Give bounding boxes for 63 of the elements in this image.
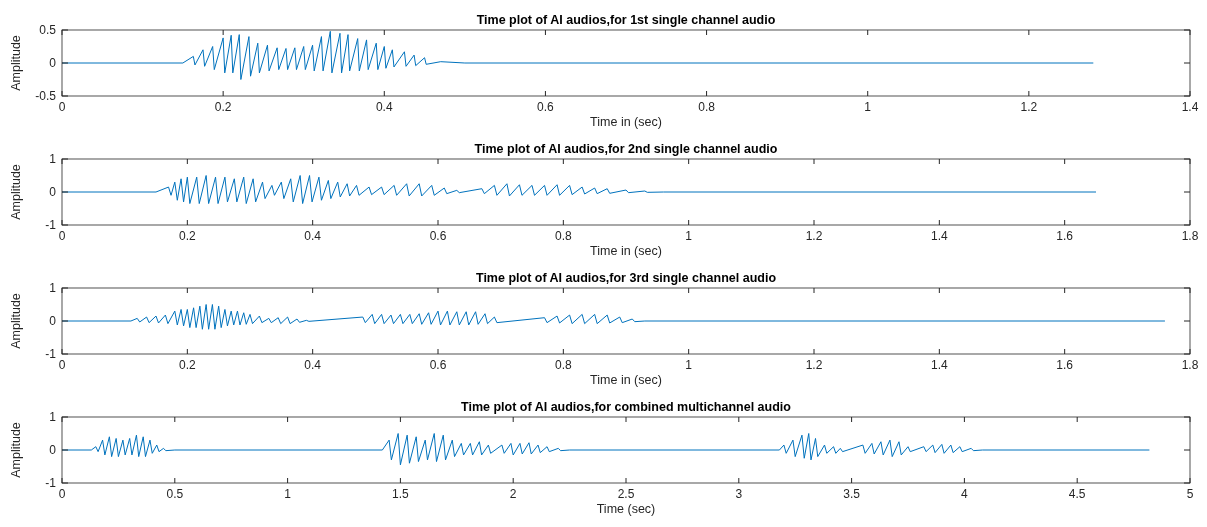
y-tick-label: 0	[49, 56, 57, 70]
y-tick-label: 0	[49, 314, 57, 328]
x-tick-label: 1.8	[1181, 358, 1199, 372]
x-tick-label: 1.4	[930, 358, 948, 372]
x-axis-title: Time in (sec)	[590, 244, 662, 258]
x-tick-label: 0	[58, 100, 66, 114]
x-tick-label: 2.5	[617, 487, 635, 501]
x-tick-label: 1.2	[1020, 100, 1038, 114]
x-tick-label: 1	[685, 358, 693, 372]
y-tick-label: 1	[49, 152, 57, 166]
x-tick-label: 1.8	[1181, 229, 1199, 243]
x-tick-label: 4	[961, 487, 969, 501]
y-axis-title: Amplitude	[9, 164, 23, 220]
x-tick-label: 1	[864, 100, 872, 114]
x-tick-label: 0.8	[698, 100, 716, 114]
x-tick-label: 1	[685, 229, 693, 243]
x-tick-label: 1.6	[1056, 229, 1074, 243]
x-tick-label: 4.5	[1068, 487, 1086, 501]
x-tick-label: 0.4	[304, 358, 322, 372]
x-tick-label: 1.2	[805, 358, 823, 372]
y-tick-label: -1	[45, 476, 57, 490]
y-axis-title: Amplitude	[9, 422, 23, 478]
x-tick-label: 1.4	[930, 229, 948, 243]
x-tick-label: 0.6	[429, 358, 447, 372]
y-tick-label: -0.5	[35, 89, 57, 103]
x-tick-label: 0.4	[304, 229, 322, 243]
x-tick-label: 0.2	[178, 358, 196, 372]
y-axis-title: Amplitude	[9, 293, 23, 349]
x-tick-label: 0	[58, 487, 66, 501]
x-axis-title: Time in (sec)	[590, 115, 662, 129]
y-tick-label: 0.5	[39, 23, 57, 37]
x-tick-label: 0.5	[166, 487, 184, 501]
x-tick-label: 1	[284, 487, 292, 501]
chart-title: Time plot of AI audios,for 3rd single channel audio	[475, 271, 777, 285]
y-tick-label: 0	[49, 185, 57, 199]
x-tick-label: 0	[58, 229, 66, 243]
x-tick-label: 1.5	[392, 487, 410, 501]
x-tick-label: 0.6	[537, 100, 555, 114]
x-tick-label: 0.2	[214, 100, 232, 114]
x-tick-label: 1.2	[805, 229, 823, 243]
y-tick-label: 1	[49, 281, 57, 295]
x-tick-label: 0.2	[178, 229, 196, 243]
y-axis-title: Amplitude	[9, 35, 23, 91]
x-axis-title: Time in (sec)	[590, 373, 662, 387]
x-tick-label: 0.8	[554, 358, 572, 372]
x-tick-label: 1.6	[1056, 358, 1074, 372]
x-tick-label: 3	[735, 487, 743, 501]
x-tick-label: 0.6	[429, 229, 447, 243]
y-tick-label: 1	[49, 410, 57, 424]
x-tick-label: 0.4	[375, 100, 393, 114]
x-axis-title: Time (sec)	[596, 502, 656, 516]
chart-title: Time plot of AI audios,for combined multichannel audio	[461, 400, 792, 414]
chart-title: Time plot of AI audios,for 2nd single channel audio	[474, 142, 778, 156]
chart-title: Time plot of AI audios,for 1st single channel audio	[476, 13, 776, 27]
y-tick-label: -1	[45, 347, 57, 361]
x-tick-label: 5	[1186, 487, 1194, 501]
x-tick-label: 0.8	[554, 229, 572, 243]
x-tick-label: 2	[509, 487, 517, 501]
y-tick-label: -1	[45, 218, 57, 232]
x-tick-label: 0	[58, 358, 66, 372]
x-tick-label: 3.5	[843, 487, 861, 501]
x-tick-label: 1.4	[1181, 100, 1199, 114]
y-tick-label: 0	[49, 443, 57, 457]
